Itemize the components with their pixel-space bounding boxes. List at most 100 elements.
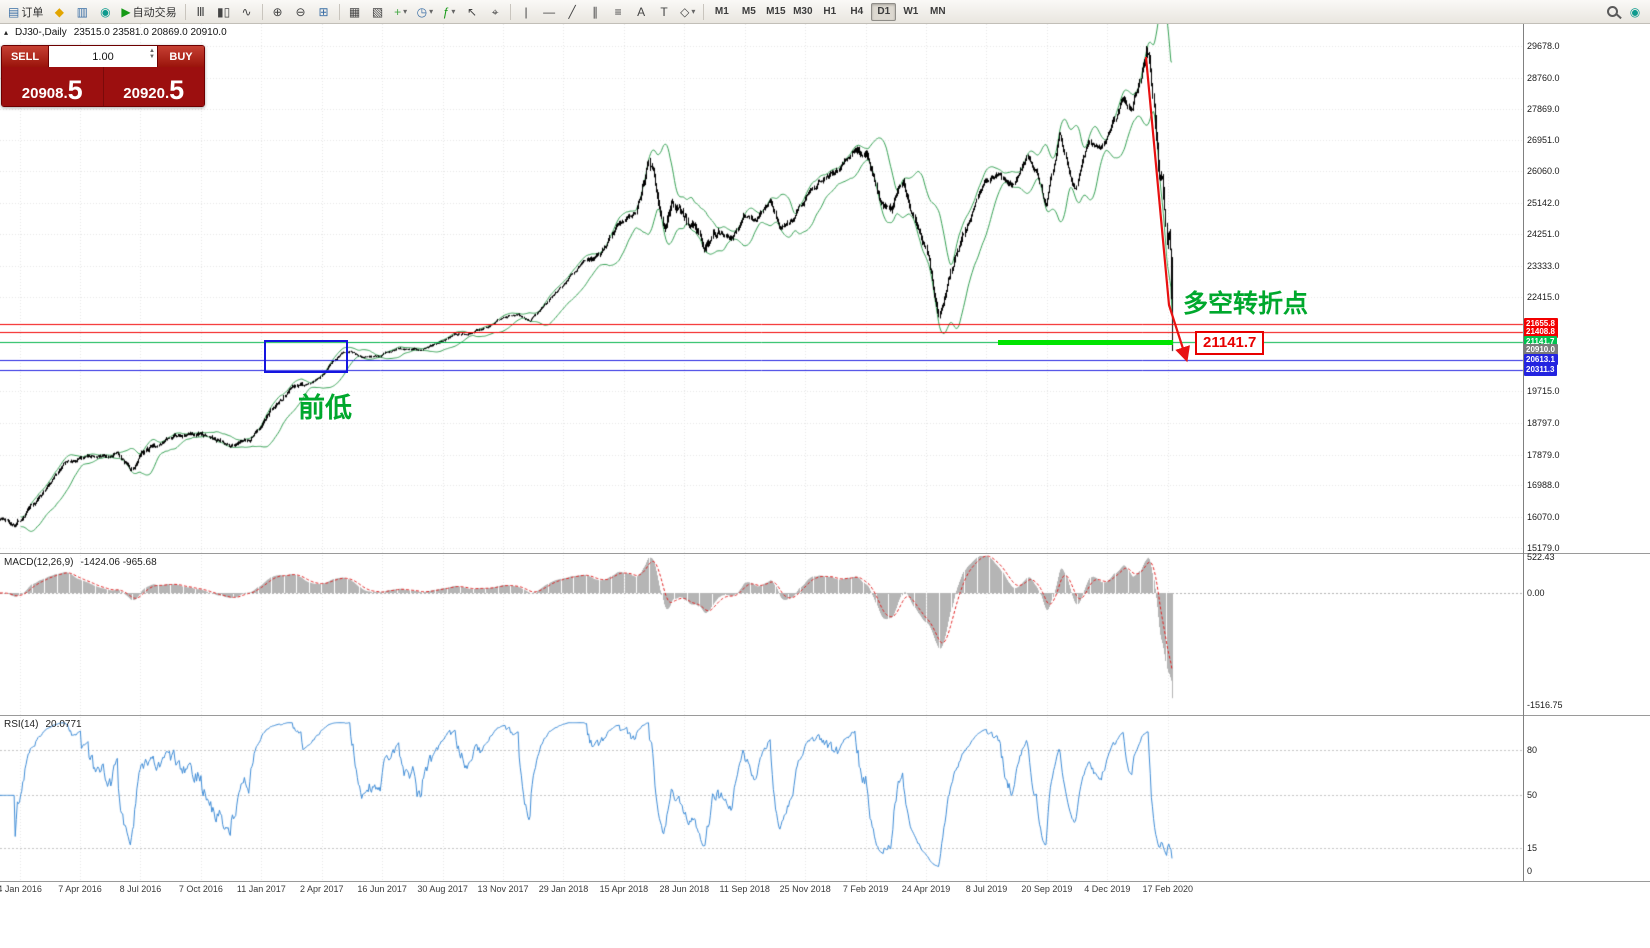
chart-canvas[interactable]: [0, 24, 1650, 948]
cascade-charts-button[interactable]: ▧: [367, 2, 389, 22]
rsi-value: 20.0771: [45, 719, 82, 730]
new-chart-icon: +: [394, 4, 402, 19]
search-button[interactable]: [1601, 2, 1623, 22]
toolbar: ▤ 订单 ◆ ▥ ◉ ▶ 自动交易 Ⅲ ▮▯ ∿ ⊕ ⊖ ⊞ ▦ ▧ + ▾ ◷…: [0, 0, 1650, 24]
chevron-down-icon: ▾: [451, 7, 456, 16]
chevron-down-icon: ▾: [429, 7, 434, 16]
volume-value: 1.00: [92, 50, 114, 63]
timeframe-mn[interactable]: MN: [925, 3, 950, 21]
vertical-line-icon: |: [524, 4, 528, 19]
account-button[interactable]: ◉: [1624, 2, 1646, 22]
timeframe-h1[interactable]: H1: [817, 3, 842, 21]
community-icon: ◉: [100, 4, 111, 19]
macd-label: MACD(12,26,9): [4, 557, 74, 568]
macd-values: -1424.06 -965.68: [80, 557, 157, 568]
data-window-button[interactable]: ▥: [71, 2, 93, 22]
one-click-trade-panel: SELL 1.00 ▲ ▼ BUY 20908. 5 20920. 5: [1, 45, 205, 107]
arrange-charts-icon: ▦: [348, 4, 361, 19]
timeframe-h4[interactable]: H4: [844, 3, 869, 21]
zoom-in-button[interactable]: ⊕: [267, 2, 289, 22]
zoom-out-icon: ⊖: [295, 4, 306, 19]
sell-price-main: 20908.: [21, 84, 68, 102]
chart-marker-icon: ▴: [4, 28, 9, 37]
trendline-button[interactable]: ╱: [561, 2, 583, 22]
buy-button[interactable]: BUY: [158, 46, 204, 67]
timeframe-d1[interactable]: D1: [871, 2, 897, 21]
autotrade-label: 自动交易: [132, 6, 177, 19]
sell-price-big-digit: 5: [67, 75, 83, 106]
timeframe-m1[interactable]: M1: [709, 3, 734, 21]
timeframe-m5[interactable]: M5: [736, 3, 761, 21]
candlestick-chart-icon: ▮▯: [216, 4, 231, 19]
text-tool-icon: A: [637, 4, 646, 19]
text-label-button[interactable]: T: [653, 2, 675, 22]
market-watch-icon: ◆: [54, 4, 64, 19]
crosshair-button[interactable]: ⌖: [484, 2, 506, 22]
new-order-button[interactable]: ▤ 订单: [4, 2, 47, 22]
new-order-label: 订单: [21, 6, 44, 19]
crosshair-icon: ⌖: [491, 4, 499, 19]
timeframe-m15[interactable]: M15: [763, 3, 788, 21]
toolbar-separator: [184, 3, 186, 20]
buy-price-button[interactable]: 20920. 5: [103, 67, 204, 106]
rsi-header: RSI(14) 20.0771: [4, 719, 82, 730]
symbol-title: DJ30-,Daily: [15, 27, 67, 38]
shapes-button[interactable]: ◇ ▾: [676, 2, 699, 22]
volume-stepper[interactable]: 1.00 ▲ ▼: [48, 46, 158, 67]
horizontal-line-icon: —: [543, 4, 556, 19]
new-chart-button[interactable]: + ▾: [390, 2, 412, 22]
fibonacci-button[interactable]: ≡: [607, 2, 629, 22]
indicators-icon: ƒ: [442, 4, 450, 19]
rsi-label: RSI(14): [4, 719, 39, 730]
candlestick-chart-button[interactable]: ▮▯: [213, 2, 235, 22]
community-button[interactable]: ◉: [94, 2, 116, 22]
search-icon: [1606, 6, 1622, 20]
cursor-button[interactable]: ↖: [461, 2, 483, 22]
horizontal-line-button[interactable]: —: [538, 2, 560, 22]
ohlc-values: 23515.0 23581.0 20869.0 20910.0: [73, 27, 227, 38]
annotation-level-label[interactable]: 21141.7: [1195, 331, 1265, 355]
sell-price-button[interactable]: 20908. 5: [2, 67, 104, 106]
tile-windows-icon: ⊞: [318, 4, 329, 19]
text-tool-button[interactable]: A: [630, 2, 652, 22]
chevron-down-icon: ▾: [691, 7, 696, 16]
zoom-out-button[interactable]: ⊖: [290, 2, 312, 22]
chart-title-bar: ▴ DJ30-,Daily 23515.0 23581.0 20869.0 20…: [4, 27, 227, 38]
chart-area: 29678.0 28760.0 27869.0 26951.0 26060.0 25142…: [0, 24, 1650, 948]
line-chart-button[interactable]: ∿: [236, 2, 258, 22]
bar-chart-icon: Ⅲ: [196, 4, 205, 19]
profiles-button[interactable]: ◷ ▾: [413, 2, 438, 22]
chevron-down-icon: ▾: [403, 7, 408, 16]
annotation-turning-point[interactable]: 多空转折点: [1183, 290, 1309, 318]
indicators-button[interactable]: ƒ ▾: [438, 2, 460, 22]
market-watch-button[interactable]: ◆: [48, 2, 70, 22]
bar-chart-button[interactable]: Ⅲ: [190, 2, 212, 22]
timeframe-group: M1 M5 M15 M30 H1 H4 D1 W1 MN: [708, 2, 951, 21]
tile-windows-button[interactable]: ⊞: [313, 2, 335, 22]
cursor-icon: ↖: [467, 4, 478, 19]
trendline-icon: ╱: [568, 4, 576, 19]
arrange-charts-button[interactable]: ▦: [344, 2, 366, 22]
toolbar-separator: [261, 3, 263, 20]
new-order-icon: ▤: [8, 4, 20, 19]
account-icon: ◉: [1629, 4, 1641, 19]
spin-up-icon[interactable]: ▲: [149, 48, 155, 54]
fibonacci-icon: ≡: [614, 4, 622, 19]
buy-price-main: 20920.: [123, 84, 170, 102]
spin-down-icon[interactable]: ▼: [149, 54, 155, 60]
annotation-previous-low[interactable]: 前低: [298, 393, 352, 423]
vertical-line-button[interactable]: |: [515, 2, 537, 22]
toolbar-separator: [703, 3, 705, 20]
macd-header: MACD(12,26,9) -1424.06 -965.68: [4, 557, 157, 568]
sell-button[interactable]: SELL: [2, 46, 48, 67]
toolbar-separator: [338, 3, 340, 20]
toolbar-separator: [510, 3, 512, 20]
data-window-icon: ▥: [76, 4, 89, 19]
channel-button[interactable]: ∥: [584, 2, 606, 22]
timeframe-m30[interactable]: M30: [790, 3, 815, 21]
profiles-clock-icon: ◷: [416, 4, 428, 19]
volume-spin-buttons[interactable]: ▲ ▼: [149, 48, 155, 60]
timeframe-w1[interactable]: W1: [898, 3, 923, 21]
zoom-in-icon: ⊕: [272, 4, 283, 19]
autotrade-button[interactable]: ▶ 自动交易: [117, 2, 180, 22]
